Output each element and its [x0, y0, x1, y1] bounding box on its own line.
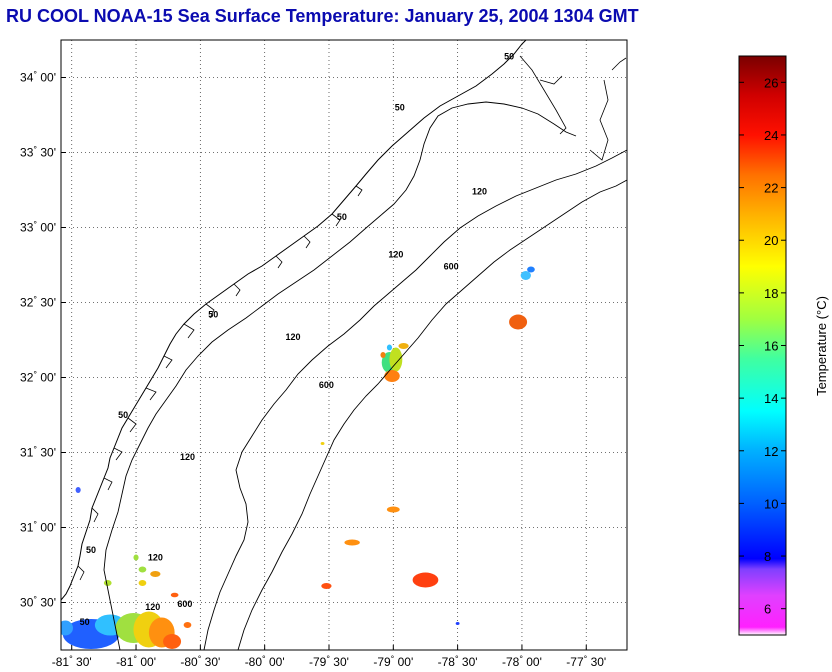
sst-patch: [386, 506, 400, 513]
isobath-600: [237, 179, 627, 650]
isobath-label: 50: [80, 617, 90, 627]
isobath-120: [203, 149, 627, 650]
longitude-tick-labels: -81° 30' -81° 00' -80° 30' -80° 00' -79° 30'…: [52, 645, 606, 669]
sst-patches: [61, 266, 535, 653]
colorbar-tick-label: 8: [764, 549, 771, 564]
colorbar-tick-label: 24: [764, 128, 778, 143]
isobath-label: 120: [285, 332, 300, 342]
sst-patch: [344, 539, 360, 546]
lon-tick-label: -80° 00': [245, 654, 285, 669]
sst-patch: [321, 582, 332, 589]
isobath-labels: 50 50 120 50 120 600 50 120 600 50 120 50 120 120 600 5…: [80, 51, 515, 626]
colorbar-tick-label: 10: [764, 496, 778, 511]
isobath-label: 120: [145, 602, 160, 612]
lon-tick-label: -79° 30': [309, 654, 349, 669]
colorbar-tick-label: 14: [764, 391, 778, 406]
sst-patch: [398, 342, 409, 349]
colorbar-tick-label: 18: [764, 286, 778, 301]
colorbar-tick-label: 6: [764, 602, 771, 617]
colorbar-tick-label: 22: [764, 181, 778, 196]
lon-tick-label: -81° 00': [116, 654, 156, 669]
lon-tick-label: -77° 30': [566, 654, 606, 669]
isobath-label: 120: [472, 186, 487, 196]
map-plot-area: [61, 40, 627, 650]
isobath-label: 120: [148, 552, 163, 562]
colorbar-tick-label: 26: [764, 75, 778, 90]
sst-patch: [412, 572, 439, 588]
coastline: [61, 40, 527, 601]
sst-patch: [150, 570, 161, 577]
sst-patch: [61, 620, 73, 636]
isobath-label: 50: [118, 410, 128, 420]
lat-tick-label: 34° 00': [20, 69, 56, 84]
sst-patch: [509, 314, 528, 330]
sst-patch: [170, 592, 179, 598]
isobath-label: 50: [86, 545, 96, 555]
sst-patch: [380, 351, 386, 358]
sst-patch: [386, 344, 393, 351]
map-title: RU COOL NOAA-15 Sea Surface Temperature:…: [6, 6, 639, 26]
isobath-label: 600: [177, 599, 192, 609]
sst-patch: [352, 650, 357, 653]
isobath-label: 50: [337, 212, 347, 222]
colorbar-tick-label: 12: [764, 444, 778, 459]
lon-tick-label: -80° 30': [180, 654, 220, 669]
colorbar-ticks: 6 8 10 12 14 16 18 20 22 24 26: [739, 75, 786, 617]
colorbar: 6 8 10 12 14 16 18 20 22 24 26 Temperature (°C): [738, 55, 829, 636]
lon-tick-label: -81° 30': [52, 654, 92, 669]
isobath-label: 120: [180, 452, 195, 462]
sst-patch: [183, 621, 192, 628]
lon-tick-label: -78° 00': [502, 654, 542, 669]
lat-tick-label: 31° 00': [20, 519, 56, 534]
lat-tick-label: 30° 30': [20, 594, 56, 609]
isobath-label: 600: [319, 380, 334, 390]
sst-patch: [138, 579, 147, 586]
lat-tick-label: 33° 00': [20, 219, 56, 234]
latitude-tick-labels: 34° 00' 33° 30' 33° 00' 32° 30' 32° 00' 31° 3…: [20, 69, 66, 609]
sst-patch: [138, 566, 147, 573]
sst-patch: [75, 486, 81, 493]
isobath-label: 120: [388, 249, 403, 259]
colorbar-label: Temperature (°C): [814, 296, 829, 396]
sst-patch: [384, 369, 400, 382]
sst-patch: [455, 621, 460, 625]
colorbar-tick-label: 20: [764, 233, 778, 248]
sst-patch: [527, 266, 535, 273]
sst-patch: [133, 554, 139, 561]
lat-tick-label: 32° 00': [20, 369, 56, 384]
sst-patch: [103, 579, 112, 586]
sst-patch: [389, 347, 403, 372]
lon-tick-label: -79° 00': [373, 654, 413, 669]
sst-patch: [320, 441, 325, 445]
coastline-inlets: [77, 55, 627, 581]
isobath-label: 600: [444, 261, 459, 271]
isobath-label: 50: [395, 102, 405, 112]
colorbar-gradient: [738, 55, 787, 636]
lon-tick-label: -78° 30': [438, 654, 478, 669]
isobath-50: [103, 101, 577, 650]
sst-patch: [520, 270, 531, 280]
lat-tick-label: 31° 30': [20, 444, 56, 459]
map-frame: [60, 39, 628, 651]
sst-patch: [163, 633, 182, 649]
isobath-label: 50: [208, 309, 218, 319]
colorbar-tick-label: 16: [764, 339, 778, 354]
lat-tick-label: 32° 30': [20, 294, 56, 309]
lat-tick-label: 33° 30': [20, 144, 56, 159]
isobath-label: 50: [504, 51, 514, 61]
